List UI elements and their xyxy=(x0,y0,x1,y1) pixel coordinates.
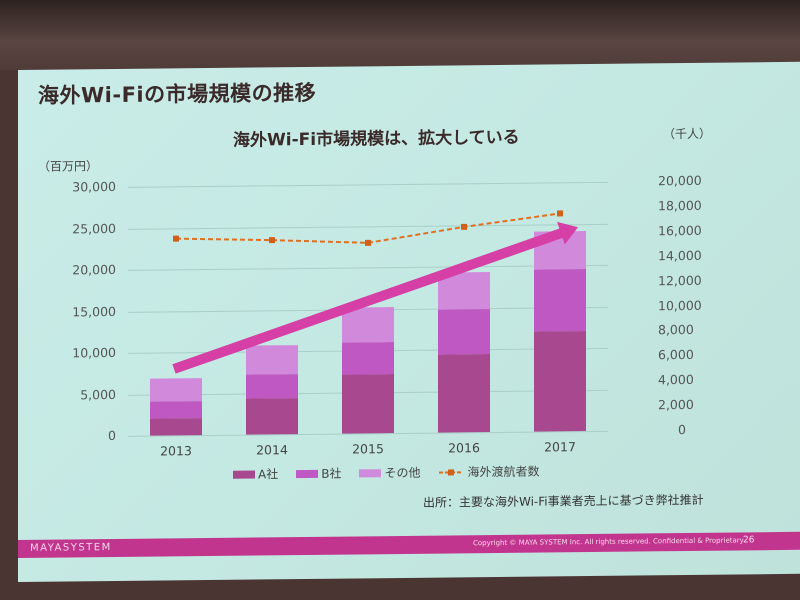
growth-arrow-icon xyxy=(172,221,579,374)
travelers-point-marker xyxy=(269,237,275,244)
source-note: 出所：主要な海外Wi-Fi事業者売上に基づき弊社推計 xyxy=(423,492,704,510)
legend-item-travelers: 海外渡航者数 xyxy=(438,463,539,481)
legend-label-travelers: 海外渡航者数 xyxy=(467,464,540,480)
travelers-point-marker xyxy=(365,239,371,246)
travelers-point-marker xyxy=(461,223,467,230)
legend: A社 B社 その他 海外渡航者数 xyxy=(233,463,539,483)
projector-frame xyxy=(0,0,800,70)
footer-copyright: Copyright © MAYA SYSTEM Inc. All rights … xyxy=(473,536,744,548)
slide: 海外Wi-Fiの市場規模の推移 海外Wi-Fi市場規模は、拡大している （百万円… xyxy=(18,61,800,583)
legend-line-marker-icon xyxy=(439,468,464,475)
legend-item-a: A社 xyxy=(233,465,278,482)
legend-swatch-a xyxy=(233,470,255,479)
legend-item-b: B社 xyxy=(296,465,341,482)
travelers-point-marker xyxy=(557,210,563,217)
legend-label-a: A社 xyxy=(258,467,279,482)
legend-swatch-b xyxy=(296,469,319,478)
legend-item-other: その他 xyxy=(359,464,420,482)
chart-overlay xyxy=(172,210,579,374)
legend-label-other: その他 xyxy=(384,465,421,481)
legend-label-b: B社 xyxy=(321,466,342,481)
travelers-point-marker xyxy=(173,235,179,242)
page-number: 26 xyxy=(743,535,755,546)
footer-brand: MAYASYSTEM xyxy=(30,542,112,554)
legend-swatch-other xyxy=(359,468,382,477)
